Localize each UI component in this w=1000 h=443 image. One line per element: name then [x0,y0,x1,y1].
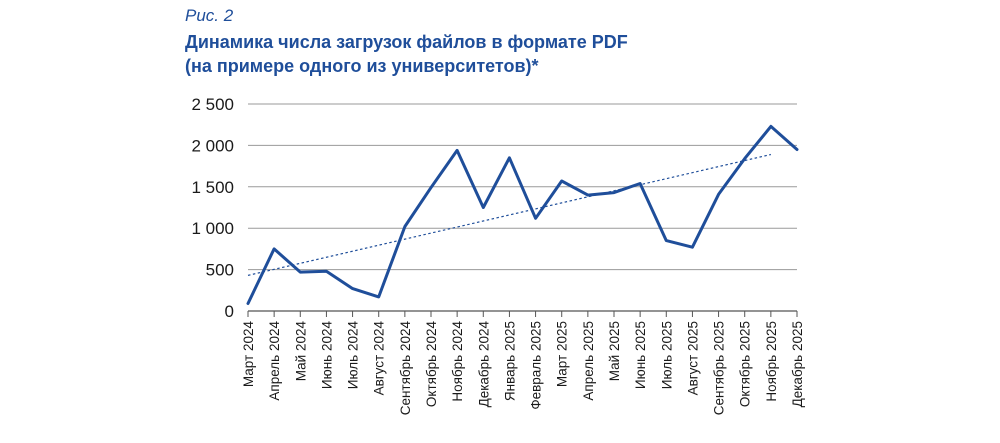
x-tick-label: Декабрь 2025 [790,321,805,407]
x-tick-label: Июль 2025 [659,321,674,389]
y-tick-label: 1 500 [191,178,234,197]
chart-title: Динамика числа загрузок файлов в формате… [185,30,825,78]
x-tick-label: Ноябрь 2024 [450,321,465,402]
x-tick-label: Август 2024 [372,321,387,396]
y-tick-label: 2 000 [191,136,234,155]
x-tick-label: Январь 2025 [502,321,517,401]
x-tick-label: Февраль 2025 [529,321,544,410]
x-tick-label: Май 2024 [293,321,308,382]
x-tick-label: Ноябрь 2025 [764,321,779,402]
trend-line [247,153,771,276]
chart-title-line-1: Динамика числа загрузок файлов в формате… [185,32,628,52]
x-axis-ticks: Март 2024 Апрель 2024 Май 2024 Июнь 2024 Июл… [241,311,805,415]
x-tick-label: Апрель 2024 [267,321,282,401]
trend-line-group [247,153,771,276]
y-tick-label: 1 000 [191,219,234,238]
x-tick-label: Сентябрь 2024 [398,321,413,416]
x-tick-label: Июнь 2024 [319,321,334,390]
y-axis-ticks: 0 500 1 000 1 500 2 000 2 500 [191,95,234,321]
x-tick-label: Июнь 2025 [633,321,648,389]
figure-label: Рис. 2 [185,6,234,25]
x-tick-label: Сентябрь 2025 [712,321,727,415]
x-tick-label: Декабрь 2024 [476,321,491,408]
y-tick-label: 2 500 [191,95,234,114]
x-tick-label: Октябрь 2025 [738,321,753,407]
chart-title-line-2: (на примере одного из университетов)* [185,56,539,76]
series-group [246,124,799,305]
grid-lines [248,103,797,312]
x-tick-label: Июль 2024 [346,321,361,390]
x-tick-label: Август 2025 [685,321,700,395]
y-tick-label: 0 [225,302,234,321]
x-tick-label: Май 2025 [607,321,622,381]
x-tick-label: Октябрь 2024 [424,321,439,408]
y-tick-label: 500 [206,261,234,280]
x-tick-label: Апрель 2025 [581,321,596,401]
series-line [246,124,799,305]
x-tick-label: Март 2024 [241,321,256,388]
x-tick-label: Март 2025 [555,321,570,387]
